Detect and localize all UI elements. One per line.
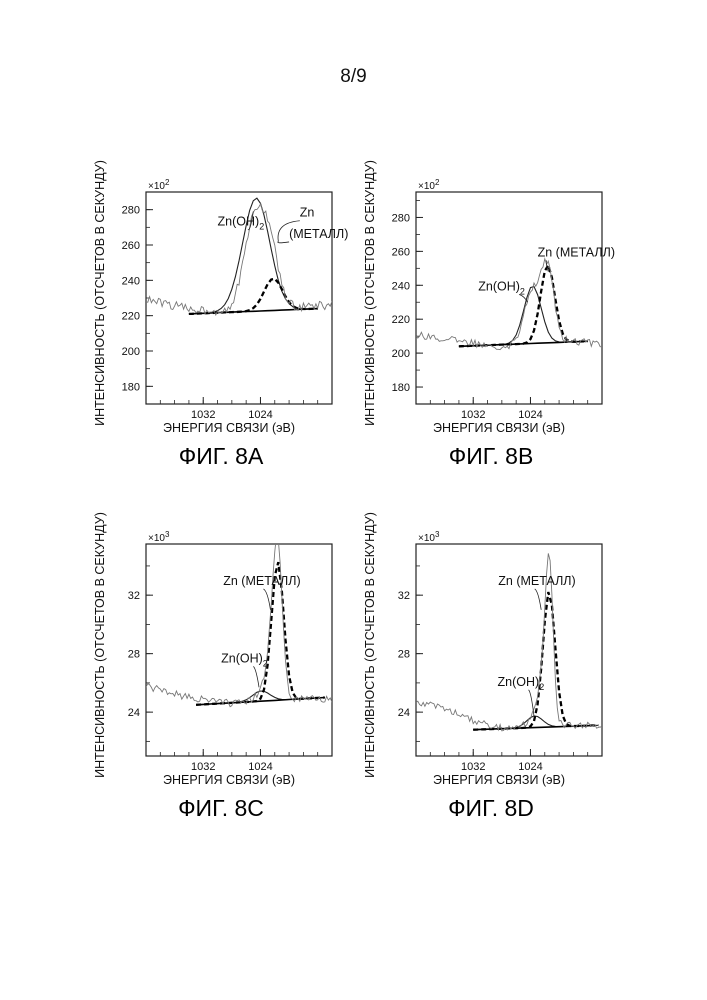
annotation-leader xyxy=(253,666,259,687)
y-tick-label: 220 xyxy=(122,311,140,323)
figure-panel-8d: ×10324283210321024Zn (МЕТАЛЛ)Zn(OH)2ИНТЕ… xyxy=(360,522,660,837)
x-tick-label: 1024 xyxy=(248,761,272,773)
annotation-leader xyxy=(529,690,534,717)
series-line-zn-металл xyxy=(459,265,588,346)
x-axis-label: ЭНЕРГИЯ СВЯЗИ (эВ) xyxy=(163,773,295,787)
figure-panel-8b: ×102 180 200 220 240 260 280 1032 1024 Zn (МЕТАЛЛ… xyxy=(360,170,660,485)
annotation-label: Zn(OH)2 xyxy=(218,215,265,232)
y-tick-label: 32 xyxy=(398,590,410,602)
y-tick-label: 240 xyxy=(122,275,140,287)
annotation-label: Zn(OH)2 xyxy=(478,279,525,296)
y-tick-label: 280 xyxy=(392,212,410,224)
annotation-label: (МЕТАЛЛ) xyxy=(289,227,348,241)
figure-caption: ФИГ. 8A xyxy=(179,443,264,469)
page-number: 8/9 xyxy=(0,66,707,88)
annotation-leader xyxy=(278,241,289,242)
annotation-label: Zn(OH)2 xyxy=(498,675,545,692)
xps-chart-svg: ×102 180 200 220 240 260 280 1032 1024 Zn (МЕТАЛЛ… xyxy=(360,170,660,480)
series-line-raw xyxy=(146,534,332,707)
y-axis-label: ИНТЕНСИВНОСТЬ (ОТСЧЕТОВ В СЕКУНДУ) xyxy=(93,512,107,778)
y-tick-label: 180 xyxy=(122,381,140,393)
x-axis-label: ЭНЕРГИЯ СВЯЗИ (эВ) xyxy=(433,773,565,787)
annotation-label: Zn (МЕТАЛЛ) xyxy=(498,574,575,588)
annotation-leader xyxy=(263,589,270,610)
y-multiplier-label: ×102 xyxy=(148,178,170,192)
y-tick-label: 180 xyxy=(392,382,410,394)
annotation-label: Zn(OH)2 xyxy=(221,651,268,668)
x-axis-label: ЭНЕРГИЯ СВЯЗИ (эВ) xyxy=(433,421,565,435)
y-tick-label: 24 xyxy=(398,707,410,719)
figure-caption: ФИГ. 8C xyxy=(178,795,264,821)
y-axis-label: ИНТЕНСИВНОСТЬ (ОТСЧЕТОВ В СЕКУНДУ) xyxy=(363,160,377,426)
figure-panel-8a: ×102 180 200 220 240 260 280 1032 1024 Zn(OH)2 Zn (… xyxy=(90,170,390,485)
x-tick-label: 1032 xyxy=(461,409,485,421)
figure-panel-8c: ×10324283210321024Zn (МЕТАЛЛ)Zn(OH)2ИНТЕ… xyxy=(90,522,390,837)
annotation-leader xyxy=(535,589,541,610)
series-line-zn-металл xyxy=(473,592,598,730)
y-tick-label: 200 xyxy=(392,348,410,360)
y-tick-label: 240 xyxy=(392,280,410,292)
annotation-label: Zn (МЕТАЛЛ) xyxy=(538,245,615,259)
y-tick-label: 220 xyxy=(392,314,410,326)
x-tick-label: 1032 xyxy=(191,409,215,421)
annotation-label: Zn (МЕТАЛЛ) xyxy=(223,574,300,588)
series-line-raw xyxy=(416,259,602,350)
xps-chart-svg: ×102 180 200 220 240 260 280 1032 1024 Zn(OH)2 Zn (… xyxy=(90,170,390,480)
x-tick-label: 1032 xyxy=(191,761,215,773)
plot-frame xyxy=(416,192,602,404)
y-tick-label: 260 xyxy=(392,246,410,258)
annotation-label: Zn xyxy=(300,206,315,220)
y-tick-label: 28 xyxy=(128,649,140,661)
y-multiplier-label: ×103 xyxy=(148,530,170,544)
y-tick-label: 200 xyxy=(122,346,140,358)
minor-ticks xyxy=(416,566,588,756)
y-tick-label: 24 xyxy=(128,707,140,719)
y-tick-label: 260 xyxy=(122,240,140,252)
x-tick-label: 1032 xyxy=(461,761,485,773)
y-tick-label: 28 xyxy=(398,649,410,661)
figure-caption: ФИГ. 8D xyxy=(448,795,534,821)
xps-chart-svg: ×10324283210321024Zn (МЕТАЛЛ)Zn(OH)2ИНТЕ… xyxy=(90,522,390,832)
x-axis-label: ЭНЕРГИЯ СВЯЗИ (эВ) xyxy=(163,421,295,435)
y-axis-label: ИНТЕНСИВНОСТЬ (ОТСЧЕТОВ В СЕКУНДУ) xyxy=(363,512,377,778)
x-tick-label: 1024 xyxy=(518,761,542,773)
x-tick-label: 1024 xyxy=(518,409,542,421)
y-multiplier-label: ×103 xyxy=(418,530,440,544)
x-tick-label: 1024 xyxy=(248,409,272,421)
y-tick-label: 32 xyxy=(128,590,140,602)
xps-chart-svg: ×10324283210321024Zn (МЕТАЛЛ)Zn(OH)2ИНТЕ… xyxy=(360,522,660,832)
y-axis-label: ИНТЕНСИВНОСТЬ (ОТСЧЕТОВ В СЕКУНДУ) xyxy=(93,160,107,426)
minor-ticks xyxy=(416,200,588,404)
y-multiplier-label: ×102 xyxy=(418,178,440,192)
y-tick-label: 280 xyxy=(122,205,140,217)
figure-caption: ФИГ. 8B xyxy=(449,443,534,469)
